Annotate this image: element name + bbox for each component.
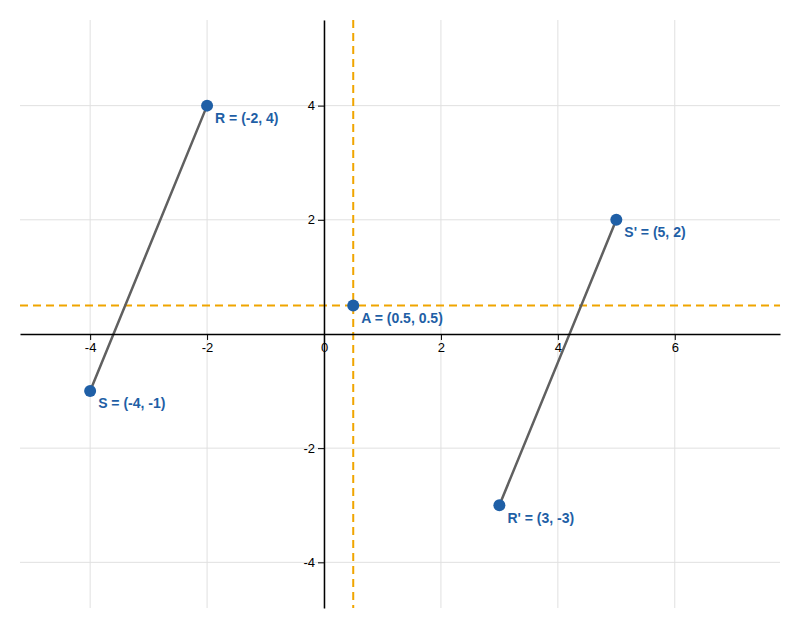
y-tick-mark <box>318 106 324 107</box>
y-tick-mark <box>318 220 324 221</box>
y-tick: -2 <box>303 441 324 456</box>
grid-line-y <box>20 448 780 449</box>
point <box>610 214 622 226</box>
y-tick-label: -2 <box>303 441 315 456</box>
x-tick-label: 6 <box>672 340 679 355</box>
chart: -4-20246-4-224R = (-2, 4)S = (-4, -1)R' … <box>0 0 800 628</box>
point-label: A = (0.5, 0.5) <box>361 310 443 326</box>
point-label: R = (-2, 4) <box>215 110 278 126</box>
x-tick-mark <box>207 334 208 340</box>
point <box>201 100 213 112</box>
x-tick: 4 <box>555 334 562 355</box>
grid-line-x <box>324 20 325 608</box>
x-tick-label: -4 <box>85 340 97 355</box>
x-tick-label: 2 <box>438 340 445 355</box>
point-label: R' = (3, -3) <box>507 510 574 526</box>
grid <box>20 20 780 608</box>
x-tick-label: 4 <box>555 340 562 355</box>
grid-line-x <box>674 20 675 608</box>
segment <box>90 106 207 391</box>
point-labels: R = (-2, 4) S = (-4, -1) R' = (3, -3) S' = … <box>98 110 685 526</box>
y-tick-label: 2 <box>308 212 315 227</box>
grid-line-y <box>20 562 780 563</box>
y-tick: -4 <box>303 555 324 570</box>
y-tick-label: -4 <box>303 555 315 570</box>
x-tick-mark <box>675 334 676 340</box>
y-axis-line <box>324 21 326 609</box>
x-tick: 2 <box>438 334 445 355</box>
y-axis: -4 -2 2 4 <box>303 21 324 609</box>
x-tick-mark <box>90 334 91 340</box>
grid-line-x <box>90 20 91 608</box>
y-tick-label: 4 <box>308 98 315 113</box>
point <box>493 499 505 511</box>
x-tick-label: -2 <box>202 340 214 355</box>
x-tick: -4 <box>85 334 97 355</box>
point-label: S' = (5, 2) <box>624 224 685 240</box>
y-tick-mark <box>318 562 324 563</box>
grid-line-y <box>20 219 780 220</box>
y-tick: 2 <box>308 212 324 227</box>
segment <box>499 220 616 505</box>
x-tick: 6 <box>672 334 679 355</box>
plot-area <box>20 20 780 608</box>
reference-line <box>20 304 780 306</box>
reference-line <box>352 20 354 608</box>
x-tick-mark <box>441 334 442 340</box>
grid-line-y <box>20 105 780 106</box>
x-tick: -2 <box>202 334 214 355</box>
point <box>84 385 96 397</box>
x-axis-line <box>21 334 781 336</box>
x-axis: -4-20246 <box>21 334 781 355</box>
point-label: S = (-4, -1) <box>98 395 165 411</box>
x-tick-mark <box>558 334 559 340</box>
y-tick-mark <box>318 448 324 449</box>
point <box>347 299 359 311</box>
y-tick: 4 <box>308 98 324 113</box>
